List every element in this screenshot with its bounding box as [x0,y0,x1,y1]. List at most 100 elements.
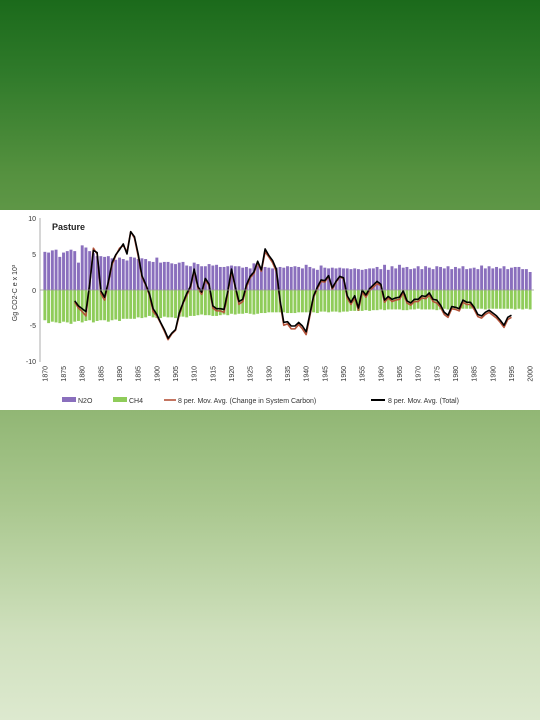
bar-ch4 [91,290,95,323]
bar-n2o [166,261,170,290]
bar-n2o [491,268,495,290]
bar-n2o [375,266,379,290]
bar-ch4 [472,290,476,309]
bar-n2o [147,261,151,290]
bar-ch4 [424,290,428,310]
bar-n2o [412,268,416,290]
x-tick-label: 1895 [136,366,143,382]
bar-ch4 [256,290,260,314]
bar-n2o [129,256,133,290]
bar-ch4 [129,290,133,319]
bar-n2o [110,258,114,290]
x-tick-label: 1995 [509,366,516,382]
bar-n2o [465,269,469,290]
bar-ch4 [375,290,379,311]
bar-ch4 [293,290,297,314]
y-tick-label: 10 [28,216,36,223]
bar-ch4 [468,290,472,309]
bar-ch4 [106,290,110,322]
y-tick-label: -10 [26,359,36,366]
line-system-carbon [74,230,512,341]
bar-ch4 [368,290,372,311]
bar-n2o [480,265,484,290]
bar-ch4 [95,290,99,321]
bar-ch4 [510,290,513,309]
bar-ch4 [342,290,345,312]
bar-ch4 [222,290,226,315]
bar-n2o [162,261,166,290]
bar-n2o [215,264,219,290]
bar-ch4 [319,290,323,312]
bar-n2o [237,266,241,290]
chart-panel: Pasture Gg CO2-C e x 10³ 10 5 0 -5 -10 1… [0,210,540,410]
bar-n2o [218,266,222,290]
bar-n2o [91,253,95,290]
bar-n2o [241,267,245,290]
bar-ch4 [427,290,431,310]
bar-n2o [125,260,129,290]
bar-ch4 [446,290,450,310]
bar-n2o [259,266,263,290]
bar-ch4 [379,290,383,310]
bar-n2o [192,262,196,290]
bar-n2o [476,269,480,290]
bar-n2o [524,269,528,290]
bar-n2o [114,259,118,290]
bar-n2o [521,269,525,290]
bar-ch4 [401,290,405,311]
bar-n2o [54,249,58,290]
bar-ch4 [282,290,286,313]
bar-n2o [133,257,136,290]
bar-n2o [95,256,99,290]
bar-n2o [409,269,413,290]
bar-ch4 [43,290,47,321]
x-tick-label: 1945 [322,366,329,382]
bar-ch4 [230,290,233,314]
bar-n2o [69,249,73,290]
bar-ch4 [521,290,525,310]
bar-n2o [472,267,476,290]
bar-ch4 [524,290,528,309]
bar-n2o [99,256,103,290]
bar-n2o [312,268,316,290]
bar-ch4 [345,290,349,312]
bar-ch4 [252,290,256,315]
bar-ch4 [267,290,271,313]
bar-ch4 [118,290,121,321]
bar-n2o [353,268,357,290]
bar-ch4 [528,290,532,310]
bar-ch4 [274,290,278,313]
bar-n2o [487,266,491,290]
bar-n2o [495,266,498,290]
x-tick-labels: 1870 1875 1880 1885 1890 1895 1900 1905 1910 1915… [42,366,534,382]
bar-ch4 [409,290,413,310]
bar-ch4 [177,290,181,317]
bar-n2o [121,259,125,290]
bar-n2o [383,264,387,290]
bar-n2o [278,266,282,290]
bar-ch4 [491,290,495,309]
bar-n2o [88,251,92,290]
bar-n2o [386,269,390,290]
bar-ch4 [73,290,77,322]
x-tick-label: 1965 [397,366,404,382]
bar-n2o [450,269,454,290]
bar-n2o [319,265,323,290]
bar-ch4 [147,290,151,316]
bar-ch4 [114,290,118,320]
bar-ch4 [103,290,107,321]
legend-swatch-ch4 [113,397,127,402]
bar-ch4 [188,290,192,316]
bar-ch4 [159,290,163,319]
pasture-chart: Pasture Gg CO2-C e x 10³ 10 5 0 -5 -10 1… [12,216,535,405]
bar-n2o [174,264,177,290]
bar-ch4 [297,290,301,313]
bar-ch4 [420,290,424,310]
bar-n2o [360,269,364,290]
bar-ch4 [356,290,360,311]
x-tick-label: 1990 [490,366,497,382]
bar-ch4 [133,290,136,319]
y-tick-labels: 10 5 0 -5 -10 [26,216,36,366]
bar-ch4 [170,290,174,318]
bar-ch4 [498,290,502,309]
